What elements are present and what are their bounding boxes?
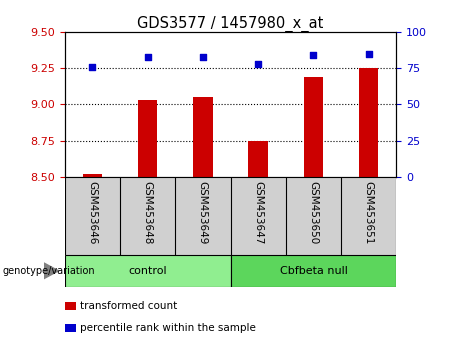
Point — [89, 64, 96, 69]
Text: GSM453646: GSM453646 — [87, 181, 97, 244]
Text: GDS3577 / 1457980_x_at: GDS3577 / 1457980_x_at — [137, 16, 324, 32]
Bar — [65, 255, 230, 287]
Text: genotype/variation: genotype/variation — [2, 266, 95, 276]
Bar — [138, 100, 157, 177]
Text: Cbfbeta null: Cbfbeta null — [279, 266, 348, 276]
Text: percentile rank within the sample: percentile rank within the sample — [80, 323, 256, 333]
Text: GSM453649: GSM453649 — [198, 181, 208, 244]
Text: GSM453650: GSM453650 — [308, 181, 319, 244]
Bar — [193, 97, 213, 177]
Point — [365, 51, 372, 57]
Text: transformed count: transformed count — [80, 301, 177, 311]
Text: control: control — [128, 266, 167, 276]
Point — [144, 54, 151, 59]
Bar — [304, 77, 323, 177]
Text: GSM453647: GSM453647 — [253, 181, 263, 244]
Text: GSM453648: GSM453648 — [142, 181, 153, 244]
Bar — [83, 174, 102, 177]
Text: GSM453651: GSM453651 — [364, 181, 374, 244]
Polygon shape — [44, 262, 60, 280]
Bar — [359, 68, 378, 177]
Point — [254, 61, 262, 67]
Point — [310, 52, 317, 58]
Bar — [230, 255, 396, 287]
Bar — [248, 141, 268, 177]
Point — [199, 54, 207, 59]
